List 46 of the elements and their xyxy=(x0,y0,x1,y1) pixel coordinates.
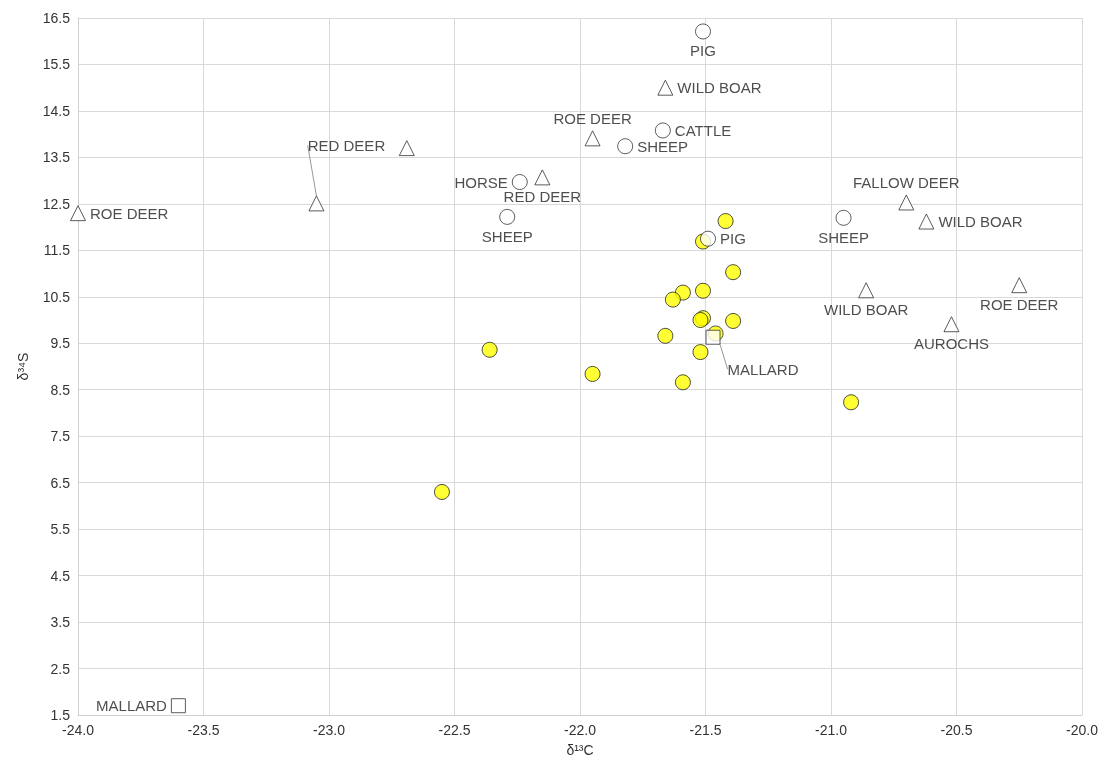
data-label: ROE DEER xyxy=(980,296,1059,314)
y-tick-label: 6.5 xyxy=(50,474,71,491)
y-tick-label: 15.5 xyxy=(42,56,71,73)
x-tick-label: -22.5 xyxy=(438,722,471,738)
data-label: HORSE xyxy=(454,173,508,191)
y-tick-label: 3.5 xyxy=(50,614,71,631)
x-tick-label: -21.0 xyxy=(815,722,848,738)
data-label: AUROCHS xyxy=(913,335,989,353)
y-tick-label: 4.5 xyxy=(50,567,71,584)
data-label: PIG xyxy=(690,42,716,60)
x-tick-label: -24.0 xyxy=(62,722,95,738)
y-tick-label: 1.5 xyxy=(50,707,71,723)
y-tick-label: 14.5 xyxy=(42,102,71,119)
data-label: SHEEP xyxy=(637,137,689,155)
data-label: RED DEER xyxy=(307,136,386,154)
y-tick-label: 10.5 xyxy=(42,288,71,305)
data-label: SHEEP xyxy=(818,228,869,246)
y-tick-label: 16.5 xyxy=(42,10,71,26)
data-label: CATTLE xyxy=(674,121,732,139)
y-tick-label: 12.5 xyxy=(42,195,71,212)
x-tick-label: -20.0 xyxy=(1066,722,1099,738)
data-label: RED DEER xyxy=(503,188,582,206)
y-tick-label: 2.5 xyxy=(50,660,71,677)
data-label: MALLARD xyxy=(96,697,168,715)
y-tick-label: 13.5 xyxy=(42,149,71,166)
data-label: ROE DEER xyxy=(90,204,169,222)
y-tick-label: 8.5 xyxy=(50,381,71,398)
y-tick-label: 5.5 xyxy=(50,521,71,538)
x-tick-label: -22.0 xyxy=(564,722,597,738)
data-label: ROE DEER xyxy=(553,110,632,128)
y-axis-title: δ³⁴S xyxy=(15,352,31,381)
x-tick-label: -20.5 xyxy=(940,722,973,738)
x-tick-label: -23.0 xyxy=(313,722,346,738)
y-tick-label: 9.5 xyxy=(50,335,71,352)
data-label: WILD BOAR xyxy=(677,79,762,97)
data-label: PIG xyxy=(720,230,746,248)
data-label: WILD BOAR xyxy=(824,301,909,319)
y-tick-label: 7.5 xyxy=(50,428,71,445)
data-label: MALLARD xyxy=(727,360,799,378)
x-tick-label: -23.5 xyxy=(187,722,220,738)
data-label: WILD BOAR xyxy=(938,213,1023,231)
x-axis-title: δ¹³C xyxy=(566,742,594,758)
y-tick-label: 11.5 xyxy=(43,242,71,259)
data-label: SHEEP xyxy=(481,227,533,245)
x-tick-label: -21.5 xyxy=(689,722,722,738)
data-label: FALLOW DEER xyxy=(852,174,960,192)
